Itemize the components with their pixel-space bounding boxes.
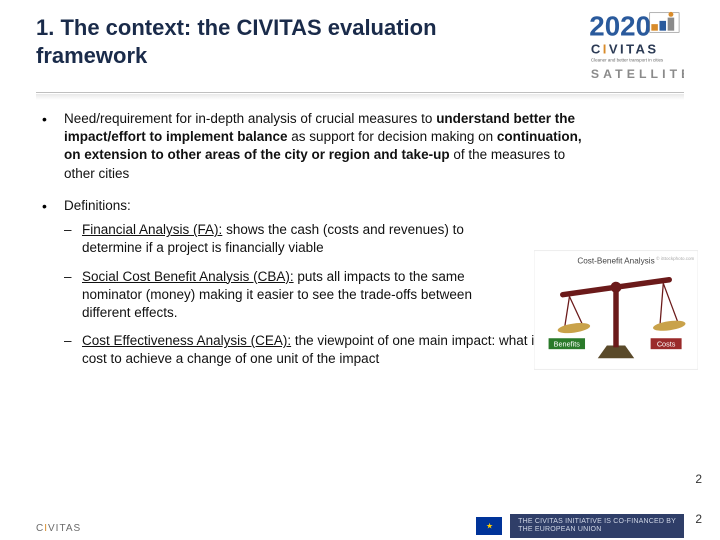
def-cea: Cost Effectiveness Analysis (CEA): the v… <box>64 332 564 368</box>
footer: CIVITAS THE CIVITAS INITIATIVE IS CO-FIN… <box>0 512 720 540</box>
def-fa: Financial Analysis (FA): shows the cash … <box>64 221 494 257</box>
cost-benefit-scale-image: Cost-Benefit Analysis © iStockphoto.com <box>534 250 698 370</box>
eu-banner-text: THE CIVITAS INITIATIVE IS CO-FINANCED BY… <box>510 514 684 537</box>
logo-tagline: Cleaner and better transport in cities <box>591 58 664 63</box>
logo-year: 2020 <box>589 11 651 42</box>
footer-brand: CIVITAS <box>36 523 81 534</box>
cba-benefits-label: Benefits <box>554 339 581 348</box>
eu-flag-icon <box>476 517 502 535</box>
slide: 1. The context: the CIVITAS evaluation f… <box>0 0 720 540</box>
definitions-intro: Definitions: <box>64 197 692 215</box>
cba-watermark: © iStockphoto.com <box>656 255 694 261</box>
civitas-2020-logo: 2020 CIVITAS Cleaner and better transpor… <box>586 4 684 90</box>
logo-brand: CIVITAS <box>591 42 659 57</box>
cba-title: Cost-Benefit Analysis <box>577 257 654 266</box>
page-number-upper: 2 <box>695 472 702 486</box>
bullet-need: Need/requirement for in-depth analysis o… <box>36 110 692 183</box>
header-divider <box>36 92 684 100</box>
def-cba: Social Cost Benefit Analysis (CBA): puts… <box>64 268 494 323</box>
cba-costs-label: Costs <box>657 339 676 348</box>
page-title: 1. The context: the CIVITAS evaluation f… <box>36 14 466 69</box>
logo-satellite: SATELLITE <box>591 67 684 81</box>
slide-body: Need/requirement for in-depth analysis o… <box>36 110 692 502</box>
eu-cofinance-block: THE CIVITAS INITIATIVE IS CO-FINANCED BY… <box>476 516 684 536</box>
